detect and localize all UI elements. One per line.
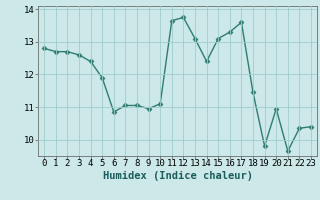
X-axis label: Humidex (Indice chaleur): Humidex (Indice chaleur) <box>103 171 252 181</box>
